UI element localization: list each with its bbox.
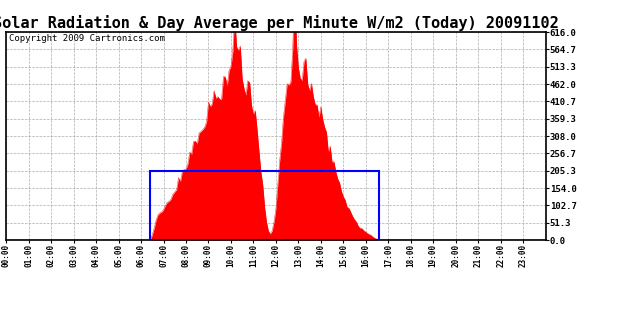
- Title: Solar Radiation & Day Average per Minute W/m2 (Today) 20091102: Solar Radiation & Day Average per Minute…: [0, 15, 559, 31]
- Text: Copyright 2009 Cartronics.com: Copyright 2009 Cartronics.com: [9, 34, 165, 43]
- Bar: [151, 171, 379, 240]
